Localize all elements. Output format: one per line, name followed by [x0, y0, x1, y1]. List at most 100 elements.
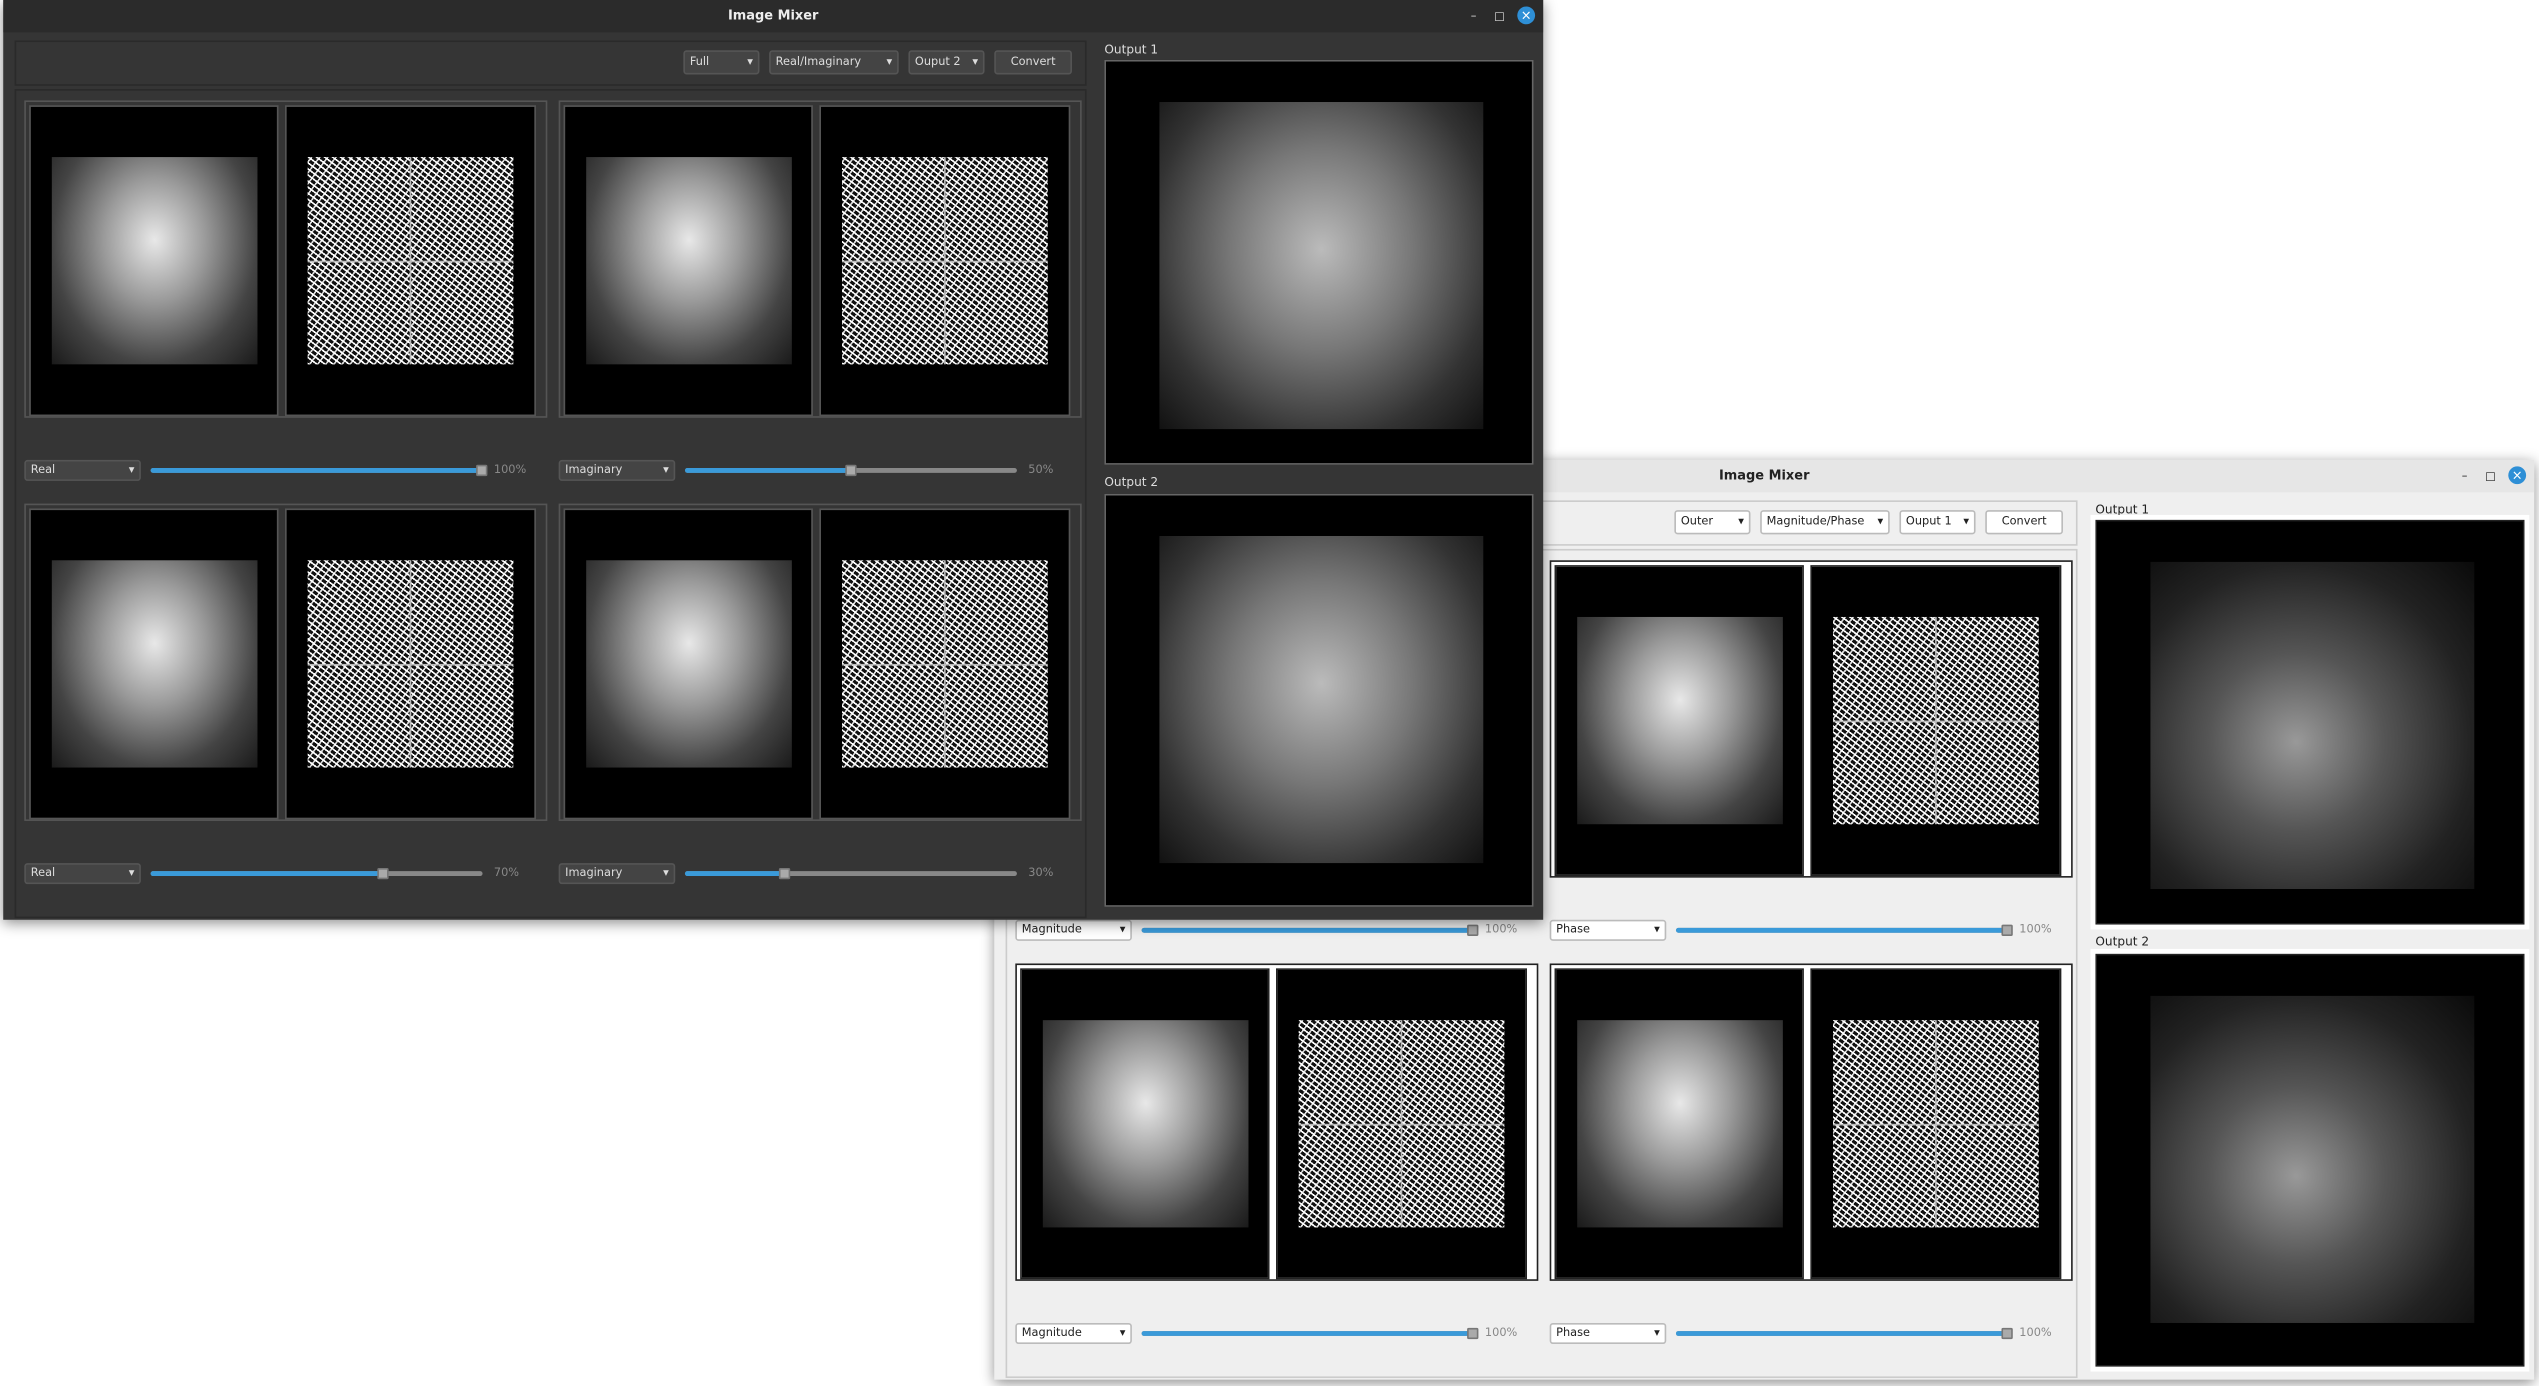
image-group — [24, 100, 548, 418]
output-image — [2150, 561, 2475, 889]
weight-slider[interactable] — [684, 867, 1017, 880]
dropdown[interactable]: Ouput 1 — [1899, 510, 1976, 535]
image — [51, 560, 258, 768]
slider-handle[interactable] — [2001, 1327, 2013, 1340]
close-button[interactable]: × — [1517, 6, 1536, 25]
slider-handle[interactable] — [1467, 1327, 1479, 1340]
weight-slider[interactable] — [1675, 924, 2013, 936]
output-image — [1159, 102, 1484, 430]
output-image — [2150, 995, 2475, 1323]
inputs-panel — [14, 89, 1087, 919]
slider-handle[interactable] — [2001, 924, 2013, 936]
component-select[interactable]: Phase — [1549, 919, 1667, 941]
component-select[interactable]: Imaginary — [558, 459, 676, 481]
slider-fill — [1141, 927, 1474, 933]
ft-image — [307, 157, 514, 365]
ft-image — [1833, 616, 2039, 825]
image — [1577, 616, 1783, 825]
image-frame[interactable] — [1554, 968, 1804, 1280]
weight-label: 100% — [2019, 923, 2052, 936]
slider-handle[interactable] — [844, 464, 856, 477]
ft-frame[interactable] — [284, 105, 536, 417]
output-image — [1159, 535, 1484, 864]
dropdown[interactable]: Magnitude/Phase — [1760, 510, 1890, 535]
slider-handle[interactable] — [376, 867, 388, 880]
ft-frame[interactable] — [819, 105, 1071, 417]
image-frame[interactable] — [1554, 565, 1804, 877]
component-select[interactable]: Phase — [1549, 1322, 1667, 1345]
image — [586, 157, 792, 365]
ft-frame[interactable] — [1810, 968, 2062, 1280]
close-button[interactable]: × — [2508, 466, 2527, 485]
slider-handle[interactable] — [1467, 924, 1479, 936]
ft-image — [1298, 1020, 1505, 1228]
minimize-button[interactable]: – — [1470, 9, 1477, 23]
component-select[interactable]: Real — [24, 863, 141, 885]
image-frame[interactable] — [563, 508, 813, 820]
title-bar: Image Mixer — [3, 0, 1544, 33]
image-frame[interactable] — [29, 105, 279, 417]
component-select[interactable]: Imaginary — [558, 863, 676, 885]
dropdown[interactable]: Outer — [1674, 510, 1751, 535]
slider-handle[interactable] — [778, 867, 790, 880]
weight-label: 70% — [493, 866, 520, 880]
slider-fill — [1675, 1331, 2008, 1336]
weight-slider[interactable] — [1141, 1327, 1479, 1340]
component-select[interactable]: Magnitude — [1015, 1322, 1132, 1345]
minimize-button[interactable]: – — [2461, 469, 2468, 483]
output-label: Output 1 — [2095, 501, 2150, 517]
slider-fill — [1141, 1331, 1474, 1336]
ft-image — [842, 157, 1048, 365]
component-select[interactable]: Real — [24, 459, 141, 481]
convert-button[interactable]: Convert — [994, 50, 1072, 75]
ft-image — [842, 560, 1048, 768]
image-group — [558, 100, 1082, 418]
image — [586, 560, 792, 768]
image-group — [1549, 560, 2073, 878]
slider-fill — [150, 467, 483, 473]
weight-slider[interactable] — [684, 464, 1017, 477]
slider-fill — [684, 467, 851, 473]
output-frame[interactable] — [1104, 493, 1534, 907]
image-frame[interactable] — [563, 105, 813, 417]
image-frame[interactable] — [1020, 968, 1270, 1280]
image-frame[interactable] — [29, 508, 279, 820]
window: Image Mixer– □ × Full Real/Imaginary Ouput 2 C… — [3, 0, 1544, 920]
weight-slider[interactable] — [150, 464, 488, 477]
output-label: Output 2 — [2095, 934, 2150, 949]
weight-label: 100% — [493, 463, 527, 477]
image — [1042, 1020, 1249, 1228]
image — [51, 157, 258, 365]
dropdown[interactable]: Ouput 2 — [908, 50, 985, 75]
ft-image — [1833, 1020, 2039, 1228]
dropdown[interactable]: Real/Imaginary — [769, 50, 899, 75]
maximize-button[interactable]: □ — [2485, 469, 2496, 483]
slider-handle[interactable] — [476, 464, 488, 477]
output-frame[interactable] — [2090, 948, 2530, 1372]
weight-label: 30% — [1028, 866, 1054, 880]
image-group — [24, 503, 548, 821]
output-frame[interactable] — [2090, 514, 2530, 930]
weight-label: 100% — [2019, 1326, 2052, 1340]
ft-frame[interactable] — [284, 508, 536, 820]
ft-frame[interactable] — [1810, 565, 2062, 877]
output-label: Output 2 — [1104, 474, 1159, 490]
ft-image — [307, 560, 514, 768]
dropdown[interactable]: Full — [683, 50, 760, 75]
weight-slider[interactable] — [150, 867, 483, 880]
weight-slider[interactable] — [1675, 1327, 2013, 1340]
image-group — [1015, 963, 1539, 1281]
weight-slider[interactable] — [1141, 924, 1479, 936]
ft-frame[interactable] — [1276, 968, 1527, 1280]
convert-button[interactable]: Convert — [1985, 510, 2063, 535]
slider-fill — [684, 871, 785, 877]
image — [1577, 1020, 1783, 1228]
component-select[interactable]: Magnitude — [1015, 919, 1132, 941]
weight-label: 50% — [1028, 463, 1054, 477]
maximize-button[interactable]: □ — [1494, 9, 1505, 23]
ft-frame[interactable] — [819, 508, 1071, 820]
output-frame[interactable] — [1104, 59, 1534, 465]
image-group — [558, 503, 1082, 821]
